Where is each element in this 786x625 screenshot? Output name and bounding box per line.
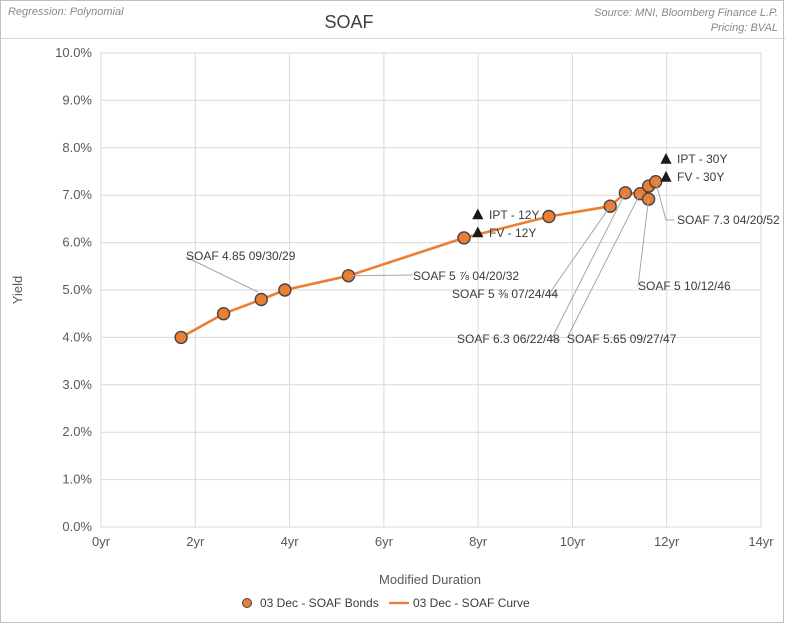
svg-text:1.0%: 1.0% (62, 472, 92, 487)
svg-text:2yr: 2yr (186, 534, 205, 549)
svg-text:12yr: 12yr (654, 534, 680, 549)
svg-text:0yr: 0yr (92, 534, 111, 549)
svg-text:3.0%: 3.0% (62, 377, 92, 392)
svg-text:SOAF 5 ⅞ 04/20/32: SOAF 5 ⅞ 04/20/32 (413, 269, 519, 283)
svg-text:03 Dec - SOAF Curve: 03 Dec - SOAF Curve (413, 596, 530, 610)
svg-text:14yr: 14yr (748, 534, 774, 549)
svg-text:SOAF 5 10/12/46: SOAF 5 10/12/46 (638, 279, 731, 293)
svg-text:SOAF 5.65 09/27/47: SOAF 5.65 09/27/47 (567, 332, 677, 346)
svg-text:5.0%: 5.0% (62, 282, 92, 297)
svg-text:03 Dec - SOAF Bonds: 03 Dec - SOAF Bonds (260, 596, 379, 610)
svg-text:0.0%: 0.0% (62, 519, 92, 534)
svg-text:4.0%: 4.0% (62, 329, 92, 344)
svg-text:10yr: 10yr (560, 534, 586, 549)
svg-text:SOAF 7.3 04/20/52: SOAF 7.3 04/20/52 (677, 213, 780, 227)
svg-text:FV - 30Y: FV - 30Y (677, 170, 724, 184)
svg-text:8.0%: 8.0% (62, 140, 92, 155)
svg-text:SOAF 5 ⅜ 07/24/44: SOAF 5 ⅜ 07/24/44 (452, 287, 558, 301)
svg-text:9.0%: 9.0% (62, 92, 92, 107)
svg-text:Modified Duration: Modified Duration (379, 572, 481, 587)
svg-text:2.0%: 2.0% (62, 424, 92, 439)
svg-text:IPT - 30Y: IPT - 30Y (677, 152, 727, 166)
svg-text:10.0%: 10.0% (55, 45, 92, 60)
svg-text:FV - 12Y: FV - 12Y (489, 226, 536, 240)
svg-text:6.0%: 6.0% (62, 235, 92, 250)
svg-text:7.0%: 7.0% (62, 187, 92, 202)
svg-text:SOAF 4.85 09/30/29: SOAF 4.85 09/30/29 (186, 249, 296, 263)
svg-text:4yr: 4yr (281, 534, 300, 549)
svg-text:SOAF 6.3 06/22/48: SOAF 6.3 06/22/48 (457, 332, 560, 346)
svg-text:8yr: 8yr (469, 534, 488, 549)
svg-text:Yield: Yield (10, 276, 25, 304)
svg-text:6yr: 6yr (375, 534, 394, 549)
svg-text:IPT - 12Y: IPT - 12Y (489, 208, 539, 222)
